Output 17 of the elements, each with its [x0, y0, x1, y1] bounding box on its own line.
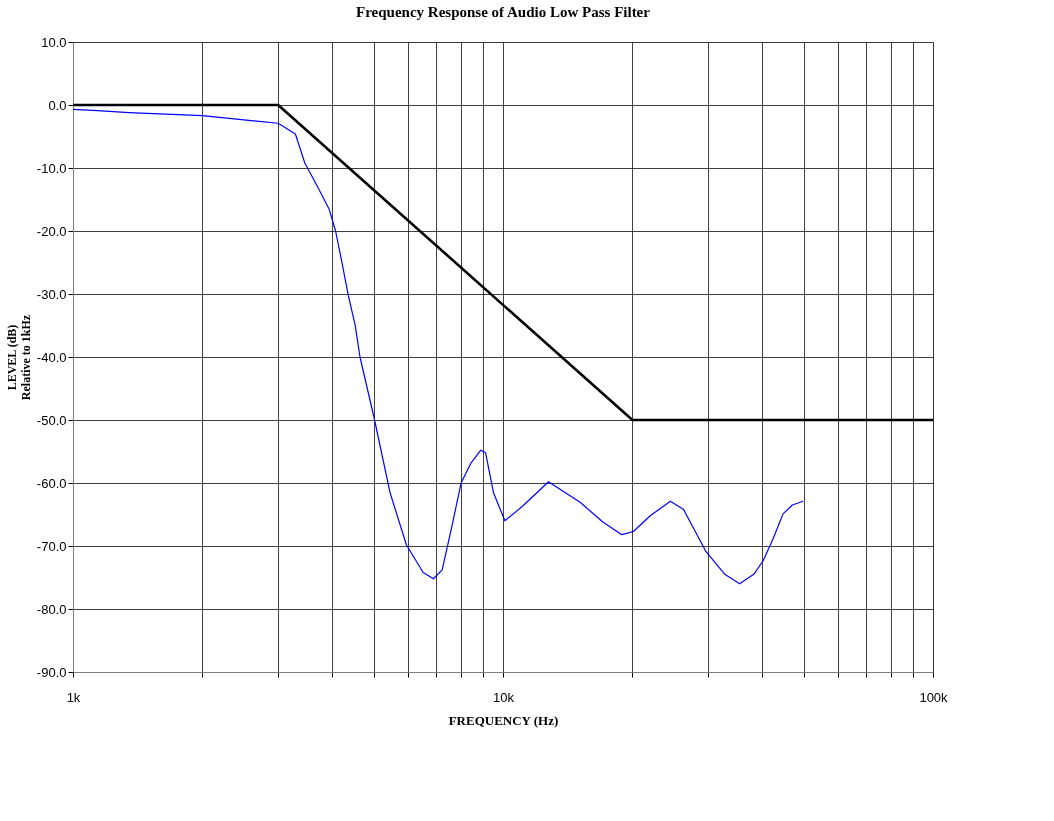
- y-tick-label: -10.0: [36, 160, 67, 176]
- y-tick-label: -20.0: [36, 223, 67, 239]
- y-tick-label: -80.0: [36, 601, 67, 617]
- x-tick-label: 10k: [493, 689, 515, 705]
- y-tick-label: -30.0: [36, 286, 67, 302]
- y-tick-label: 10.0: [41, 34, 67, 50]
- y-tick-label: -70.0: [36, 538, 67, 554]
- x-tick-label: 1k: [66, 689, 81, 705]
- y-tick-label: -40.0: [36, 349, 67, 365]
- y-tick-label: -50.0: [36, 412, 67, 428]
- y-tick-label: 0.0: [48, 97, 67, 113]
- x-axis-title: FREQUENCY (Hz): [448, 712, 559, 728]
- chart-title: Frequency Response of Audio Low Pass Filter: [356, 4, 651, 20]
- x-tick-label: 100k: [919, 689, 949, 705]
- y-tick-label: -60.0: [36, 475, 67, 491]
- y-axis-title: LEVEL (dB) Relative to 1kHz: [4, 314, 33, 401]
- y-tick-label: -90.0: [36, 664, 67, 680]
